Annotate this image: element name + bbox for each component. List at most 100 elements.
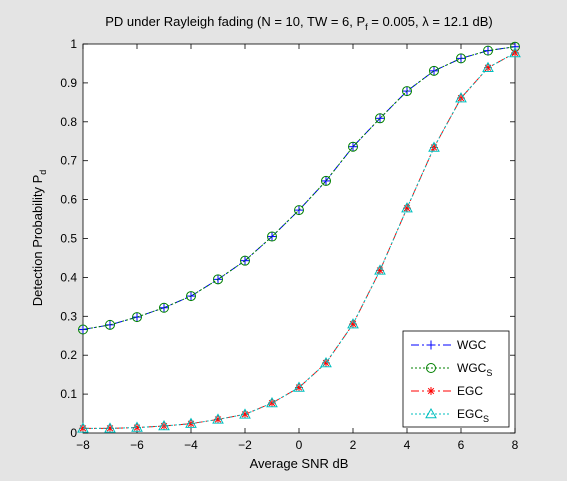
x-tick-label: −2 [238,438,252,452]
data-point [483,45,493,56]
data-point [293,381,305,392]
data-point [429,65,439,76]
data-point [375,113,385,123]
legend-label-main: EGC [457,384,483,398]
data-point [375,113,385,124]
data-point [402,86,412,97]
x-tick-label: 2 [350,438,357,452]
triangle-marker [239,408,251,419]
x-tick-label: −4 [184,438,198,452]
legend-label-subscript: S [486,368,492,378]
data-point [321,175,331,186]
data-point [455,92,467,103]
data-point [132,312,142,322]
circle-marker [483,45,493,56]
circle-marker [402,86,412,97]
legend-item: WGC [411,338,487,352]
x-tick-label: −8 [76,438,90,452]
y-tick-label: 0.8 [60,115,77,129]
x-axis-label: Average SNR dB [250,456,349,471]
data-point [240,255,250,266]
y-tick-label: 0.2 [60,348,77,362]
legend-label: WGCS [457,361,492,378]
legend-label-main: WGC [457,361,487,375]
data-point [105,319,115,330]
x-tick-label: −6 [130,438,144,452]
data-point [131,421,143,432]
circle-marker [456,53,466,64]
circle-marker [240,255,250,266]
legend-label-subscript: S [483,414,489,424]
legend-label-main: EGC [457,407,483,421]
legend-item: WGCS [411,361,492,378]
title-main: PD under Rayleigh fading (N = 10, TW = 6… [105,14,365,29]
y-tick-label: 1 [70,37,77,51]
circle-marker [186,291,196,302]
series-line [82,46,516,331]
data-point [77,422,89,433]
legend-label: EGCS [457,407,489,424]
data-point [239,408,251,419]
circle-marker [375,113,385,124]
triangle-marker [347,318,359,329]
data-point [266,397,278,408]
triangle-marker [482,61,494,72]
y-tick-label: 0 [70,426,77,440]
data-point [267,231,277,242]
data-point [240,256,250,266]
series-layer [77,41,521,433]
data-point [374,264,386,275]
data-point [401,202,413,213]
triangle-marker [401,202,413,213]
legend-item: EGCS [411,407,489,424]
data-point [105,320,115,330]
star-marker-stroke [427,387,435,395]
legend-label: WGC [457,338,487,352]
triangle-marker [266,397,278,408]
triangle-marker [428,141,440,152]
data-point [294,205,304,216]
circle-marker [267,231,277,242]
y-tick-label: 0.6 [60,193,77,207]
data-point [158,419,170,431]
y-tick-label: 0.7 [60,154,77,168]
title-subscript: f [365,22,368,32]
triangle-marker [77,422,89,433]
series-egc-s [77,46,521,433]
data-point [347,318,359,329]
y-tick-label: 0.1 [60,387,77,401]
circle-marker [321,175,331,186]
circle-marker [132,312,142,323]
circle-marker [426,363,436,373]
data-point [428,141,440,152]
y-tick-label: 0.4 [60,270,77,284]
data-point [348,142,358,152]
data-point [321,176,331,186]
triangle-marker [425,407,437,419]
data-point [185,417,197,428]
legend-box [402,330,510,428]
legend-label-main: WGC [457,338,487,352]
triangle-marker [374,264,386,275]
y-axis-label: Detection Probability Pd [30,170,48,307]
ylabel-main: Detection Probability P [30,175,45,307]
x-tick-label: 6 [458,438,465,452]
circle-marker [213,274,223,285]
data-point [132,312,142,323]
data-point [425,407,437,419]
data-point [78,324,88,335]
circle-marker [105,319,115,330]
circle-marker [78,324,88,335]
data-point [104,422,116,433]
data-point [427,387,435,395]
data-point [426,340,436,350]
triangle-marker [509,46,521,58]
legend-label: EGC [457,384,483,398]
triangle-marker [293,381,305,392]
data-point [159,302,169,313]
data-point [267,232,277,242]
x-tick-label: 0 [296,438,303,452]
data-point [426,363,436,373]
